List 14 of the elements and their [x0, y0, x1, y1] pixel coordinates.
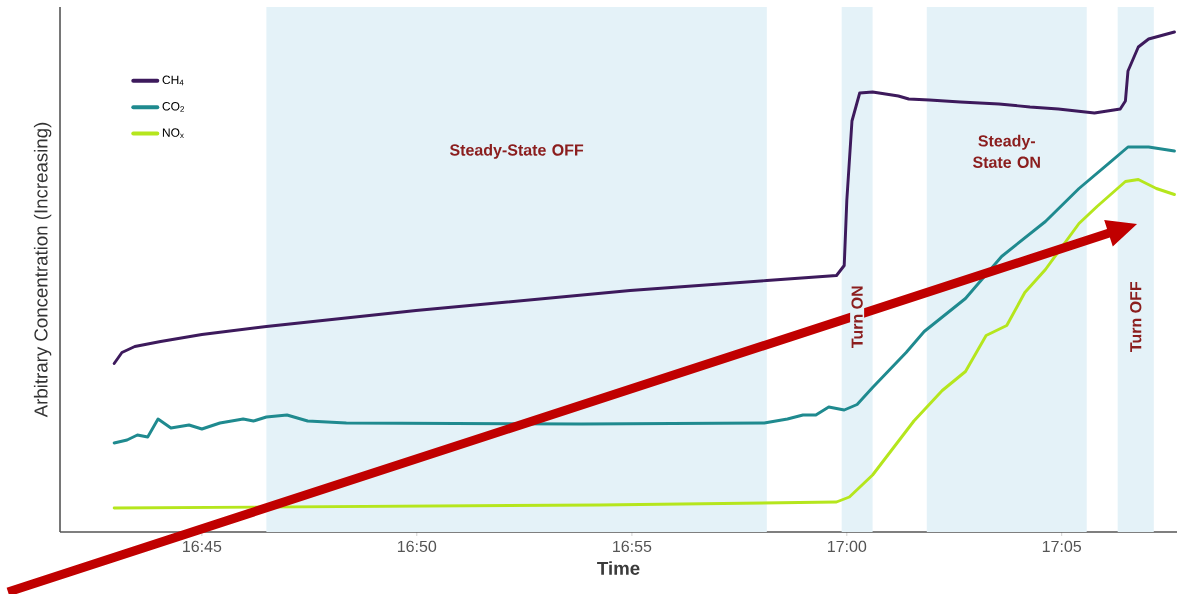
x-tick-label: 16:45: [183, 540, 222, 553]
band-label: Steady-State OFF: [449, 143, 584, 159]
band-label: Turn ON: [851, 286, 863, 348]
legend-label: CO$_{2}$: [162, 101, 185, 112]
band-label: Steady-State ON: [972, 134, 1040, 168]
band-label: Turn OFF: [1130, 281, 1142, 352]
legend-label: CH$_{4}$: [162, 75, 184, 86]
x-axis-title: Time: [597, 561, 640, 575]
x-tick-label: 17:00: [828, 540, 867, 553]
legend-label: NO$_{x}$: [162, 128, 184, 139]
x-tick-label: 16:50: [397, 540, 437, 553]
y-axis-title: Arbitrary Concentration (Increasing): [33, 122, 52, 418]
x-tick-label: 16:55: [613, 540, 652, 553]
x-tick-label: 17:05: [1042, 540, 1082, 553]
